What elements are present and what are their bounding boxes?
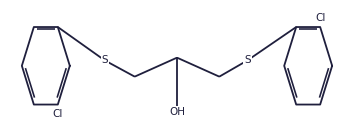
Text: S: S bbox=[244, 55, 251, 65]
Text: Cl: Cl bbox=[315, 13, 325, 23]
Text: Cl: Cl bbox=[53, 109, 63, 119]
Text: OH: OH bbox=[169, 107, 185, 117]
Text: S: S bbox=[101, 55, 108, 65]
